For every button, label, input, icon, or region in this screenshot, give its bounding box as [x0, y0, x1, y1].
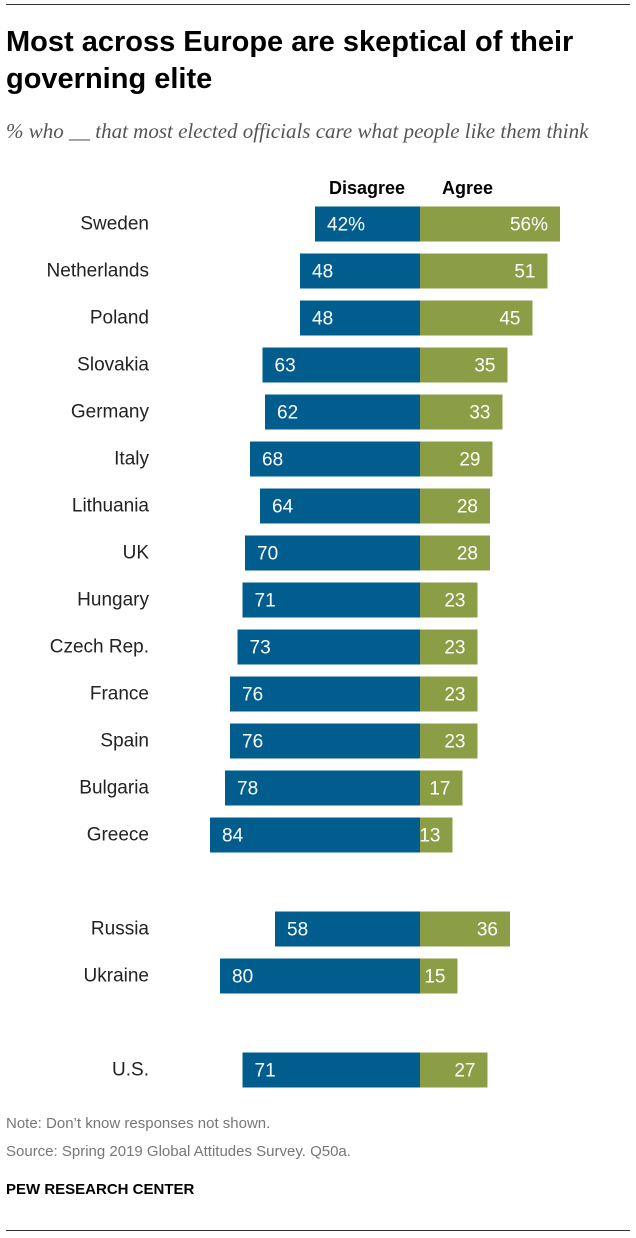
- bar-disagree-u-s: [242, 1052, 420, 1088]
- value-label-agree-lithuania: 28: [457, 497, 478, 518]
- category-label-spain: Spain: [100, 731, 149, 752]
- value-label-disagree-u-s: 71: [255, 1061, 276, 1082]
- category-label-poland: Poland: [90, 308, 149, 329]
- bottom-rule: [6, 1230, 630, 1231]
- value-label-agree-ukraine: 15: [424, 967, 445, 988]
- bar-agree-germany: [420, 394, 503, 430]
- value-label-disagree-bulgaria: 78: [237, 779, 258, 800]
- value-label-agree-netherlands: 51: [514, 262, 535, 283]
- bar-disagree-sweden: [315, 206, 420, 242]
- value-label-disagree-slovakia: 63: [275, 356, 296, 377]
- legend-disagree: Disagree: [329, 178, 405, 198]
- category-label-lithuania: Lithuania: [72, 496, 150, 517]
- value-label-disagree-poland: 48: [312, 309, 333, 330]
- value-label-disagree-spain: 76: [242, 732, 263, 753]
- category-label-sweden: Sweden: [80, 214, 149, 235]
- value-label-agree-slovakia: 35: [474, 356, 495, 377]
- value-label-agree-poland: 45: [499, 309, 520, 330]
- value-label-agree-greece: 13: [419, 826, 440, 847]
- category-label-bulgaria: Bulgaria: [79, 778, 149, 799]
- bar-agree-france: [420, 676, 478, 712]
- value-label-agree-uk: 28: [457, 544, 478, 565]
- bar-agree-poland: [420, 300, 533, 336]
- value-label-agree-u-s: 27: [454, 1061, 475, 1082]
- category-label-russia: Russia: [91, 919, 150, 940]
- bar-disagree-italy: [250, 441, 420, 477]
- bar-agree-slovakia: [420, 347, 508, 383]
- value-label-agree-france: 23: [444, 685, 465, 706]
- bar-agree-u-s: [420, 1052, 488, 1088]
- bar-disagree-greece: [210, 817, 420, 853]
- value-label-disagree-sweden: 42%: [327, 215, 365, 236]
- chart-title: Most across Europe are skeptical of thei…: [6, 26, 574, 95]
- legend-agree: Agree: [442, 178, 493, 198]
- value-label-disagree-ukraine: 80: [232, 967, 253, 988]
- category-label-czech-rep: Czech Rep.: [50, 637, 149, 658]
- bar-disagree-lithuania: [260, 488, 420, 524]
- category-label-netherlands: Netherlands: [47, 261, 149, 282]
- value-label-disagree-germany: 62: [277, 403, 298, 424]
- bar-agree-sweden: [420, 206, 560, 242]
- value-label-disagree-lithuania: 64: [272, 497, 294, 518]
- value-label-disagree-netherlands: 48: [312, 262, 333, 283]
- bar-agree-greece: [420, 817, 453, 853]
- bar-disagree-russia: [275, 911, 420, 947]
- category-label-slovakia: Slovakia: [77, 355, 149, 376]
- category-label-germany: Germany: [71, 402, 150, 423]
- category-label-uk: UK: [123, 543, 150, 564]
- bar-disagree-hungary: [242, 582, 420, 618]
- value-label-disagree-czech-rep: 73: [250, 638, 271, 659]
- value-label-agree-bulgaria: 17: [429, 779, 450, 800]
- category-label-hungary: Hungary: [77, 590, 149, 611]
- bar-disagree-spain: [230, 723, 420, 759]
- top-rule: [6, 4, 630, 5]
- category-label-france: France: [90, 684, 149, 705]
- bar-agree-bulgaria: [420, 770, 463, 806]
- value-label-disagree-france: 76: [242, 685, 263, 706]
- value-label-disagree-uk: 70: [257, 544, 278, 565]
- value-label-disagree-russia: 58: [287, 920, 308, 941]
- category-label-ukraine: Ukraine: [84, 966, 149, 987]
- bar-disagree-bulgaria: [225, 770, 420, 806]
- bar-disagree-czech-rep: [237, 629, 420, 665]
- bar-agree-netherlands: [420, 253, 548, 289]
- bar-disagree-ukraine: [220, 958, 420, 994]
- value-label-agree-czech-rep: 23: [444, 638, 465, 659]
- diverging-bar-chart: Disagree Agree Sweden 42% 56% Netherlands 48 51…: [47, 178, 560, 1088]
- bar-disagree-netherlands: [300, 253, 420, 289]
- bar-agree-russia: [420, 911, 510, 947]
- bar-agree-lithuania: [420, 488, 490, 524]
- bar-agree-hungary: [420, 582, 478, 618]
- value-label-agree-germany: 33: [469, 403, 490, 424]
- bar-agree-spain: [420, 723, 478, 759]
- bar-agree-ukraine: [420, 958, 458, 994]
- bar-disagree-france: [230, 676, 420, 712]
- category-label-u-s: U.S.: [112, 1060, 149, 1081]
- category-label-greece: Greece: [87, 825, 149, 846]
- category-label-italy: Italy: [114, 449, 149, 470]
- value-label-agree-sweden: 56%: [510, 215, 548, 236]
- value-label-agree-russia: 36: [477, 920, 498, 941]
- chart-subtitle: % who __ that most elected officials car…: [6, 119, 589, 143]
- bar-disagree-germany: [265, 394, 420, 430]
- value-label-agree-spain: 23: [444, 732, 465, 753]
- chart-note: Note: Don’t know responses not shown.: [6, 1115, 271, 1132]
- value-label-agree-hungary: 23: [444, 591, 465, 612]
- bar-agree-italy: [420, 441, 493, 477]
- bar-disagree-uk: [245, 535, 420, 571]
- chart-source: Source: Spring 2019 Global Attitudes Sur…: [6, 1143, 351, 1160]
- value-label-disagree-italy: 68: [262, 450, 283, 471]
- bar-disagree-slovakia: [262, 347, 420, 383]
- bar-disagree-poland: [300, 300, 420, 336]
- value-label-disagree-hungary: 71: [255, 591, 276, 612]
- value-label-agree-italy: 29: [459, 450, 480, 471]
- bar-agree-uk: [420, 535, 490, 571]
- pew-logo-text: PEW RESEARCH CENTER: [6, 1181, 195, 1198]
- value-label-disagree-greece: 84: [222, 826, 244, 847]
- bar-agree-czech-rep: [420, 629, 478, 665]
